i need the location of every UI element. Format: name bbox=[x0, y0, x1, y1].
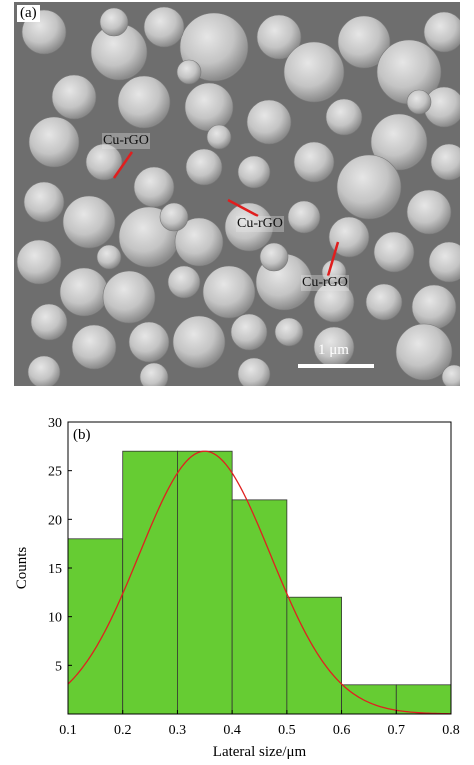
annotation-cu-rgo-3: Cu-rGO bbox=[301, 275, 349, 291]
histogram-bar-0.6-0.7 bbox=[341, 684, 397, 715]
cu-particle bbox=[85, 143, 123, 181]
cu-particle bbox=[373, 231, 415, 273]
cu-particle bbox=[143, 6, 185, 48]
histogram-bar-0.5-0.6 bbox=[286, 596, 342, 715]
x-tick-label: 0.4 bbox=[223, 723, 241, 738]
annotation-cu-rgo-2: Cu-rGO bbox=[236, 216, 284, 232]
cu-particle bbox=[441, 364, 460, 386]
cu-particle bbox=[167, 265, 201, 299]
cu-particle bbox=[237, 357, 271, 386]
histogram-bar-0.1-0.2 bbox=[67, 538, 124, 715]
cu-particle bbox=[27, 355, 61, 386]
x-tick-label: 0.3 bbox=[169, 723, 187, 738]
cu-particle bbox=[139, 362, 169, 386]
sem-image-panel: (a) Cu-rGO Cu-rGO Cu-rGO 1 μm bbox=[14, 2, 460, 386]
pointer-line-2 bbox=[227, 198, 259, 218]
cu-particle bbox=[102, 270, 156, 324]
scale-bar-label: 1 μm bbox=[318, 342, 349, 358]
annotation-cu-rgo-1: Cu-rGO bbox=[102, 133, 150, 149]
cu-particle bbox=[62, 195, 116, 249]
cu-particle bbox=[184, 82, 234, 132]
cu-particle bbox=[71, 324, 117, 370]
y-tick-label: 15 bbox=[48, 562, 62, 577]
histogram-bar-0.7-0.8 bbox=[395, 684, 452, 715]
cu-particle bbox=[185, 148, 223, 186]
y-tick-label: 30 bbox=[48, 416, 62, 431]
cu-particle bbox=[274, 317, 304, 347]
sem-micrograph bbox=[16, 6, 460, 386]
cu-particle bbox=[430, 143, 460, 181]
cu-particle bbox=[59, 267, 109, 317]
cu-particle bbox=[230, 313, 268, 351]
cu-particle bbox=[128, 321, 170, 363]
y-tick-label: 10 bbox=[48, 611, 62, 626]
y-axis-label: Counts bbox=[14, 547, 30, 590]
cu-particle bbox=[259, 242, 289, 272]
cu-particle bbox=[337, 15, 391, 69]
cu-particle bbox=[428, 241, 460, 283]
cu-particle bbox=[370, 113, 428, 171]
x-tick-label: 0.7 bbox=[388, 723, 406, 738]
cu-particle bbox=[159, 202, 189, 232]
x-tick-label: 0.2 bbox=[114, 723, 132, 738]
cu-particle bbox=[133, 166, 175, 208]
cu-particle bbox=[202, 265, 256, 319]
panel-label-a: (a) bbox=[17, 5, 40, 22]
cu-particle bbox=[174, 217, 224, 267]
cu-particle bbox=[365, 283, 403, 321]
cu-particle bbox=[99, 7, 129, 37]
cu-particle bbox=[172, 315, 226, 369]
x-tick-label: 0.8 bbox=[442, 723, 460, 738]
y-tick-label: 5 bbox=[55, 659, 62, 674]
cu-particle bbox=[16, 239, 62, 285]
histogram-bar-0.3-0.4 bbox=[177, 450, 233, 715]
cu-particle bbox=[23, 181, 65, 223]
scale-bar bbox=[298, 364, 374, 368]
cu-particle bbox=[237, 155, 271, 189]
gaussian-fit-curve bbox=[67, 450, 452, 715]
y-tick-label: 25 bbox=[48, 465, 62, 480]
cu-particle bbox=[411, 284, 457, 330]
cu-particle bbox=[176, 59, 202, 85]
cu-particle bbox=[117, 75, 171, 129]
panel-label-b: (b) bbox=[73, 427, 91, 443]
y-tick-label: 20 bbox=[48, 513, 62, 528]
cu-particle bbox=[325, 98, 363, 136]
cu-particle bbox=[328, 216, 370, 258]
x-tick-label: 0.6 bbox=[333, 723, 351, 738]
cu-particle bbox=[287, 200, 321, 234]
x-tick-label: 0.5 bbox=[278, 723, 296, 738]
cu-particle bbox=[28, 116, 80, 168]
histogram-bar-0.2-0.3 bbox=[122, 450, 178, 715]
cu-particle bbox=[406, 89, 432, 115]
cu-particle bbox=[293, 141, 335, 183]
histogram-bar-0.4-0.5 bbox=[231, 499, 288, 715]
cu-particle bbox=[395, 323, 453, 381]
cu-particle bbox=[51, 74, 97, 120]
cu-particle bbox=[283, 41, 345, 103]
cu-particle bbox=[423, 11, 460, 53]
cu-particle bbox=[206, 124, 232, 150]
x-tick-label: 0.1 bbox=[59, 723, 77, 738]
cu-particle bbox=[336, 154, 402, 220]
cu-particle bbox=[406, 189, 452, 235]
pointer-line-3 bbox=[326, 241, 340, 277]
cu-particle bbox=[96, 244, 122, 270]
cu-particle bbox=[246, 99, 292, 145]
cu-particle bbox=[30, 303, 68, 341]
x-axis-label: Lateral size/μm bbox=[213, 744, 307, 760]
cu-particle bbox=[224, 202, 274, 252]
histogram-chart: 5 10 15 20 25 30 0.1 0.2 0.3 0.4 0.5 0.6 0.7 0.8 (b)… bbox=[14, 416, 460, 760]
cu-particle bbox=[256, 14, 302, 60]
pointer-line-1 bbox=[112, 151, 134, 179]
